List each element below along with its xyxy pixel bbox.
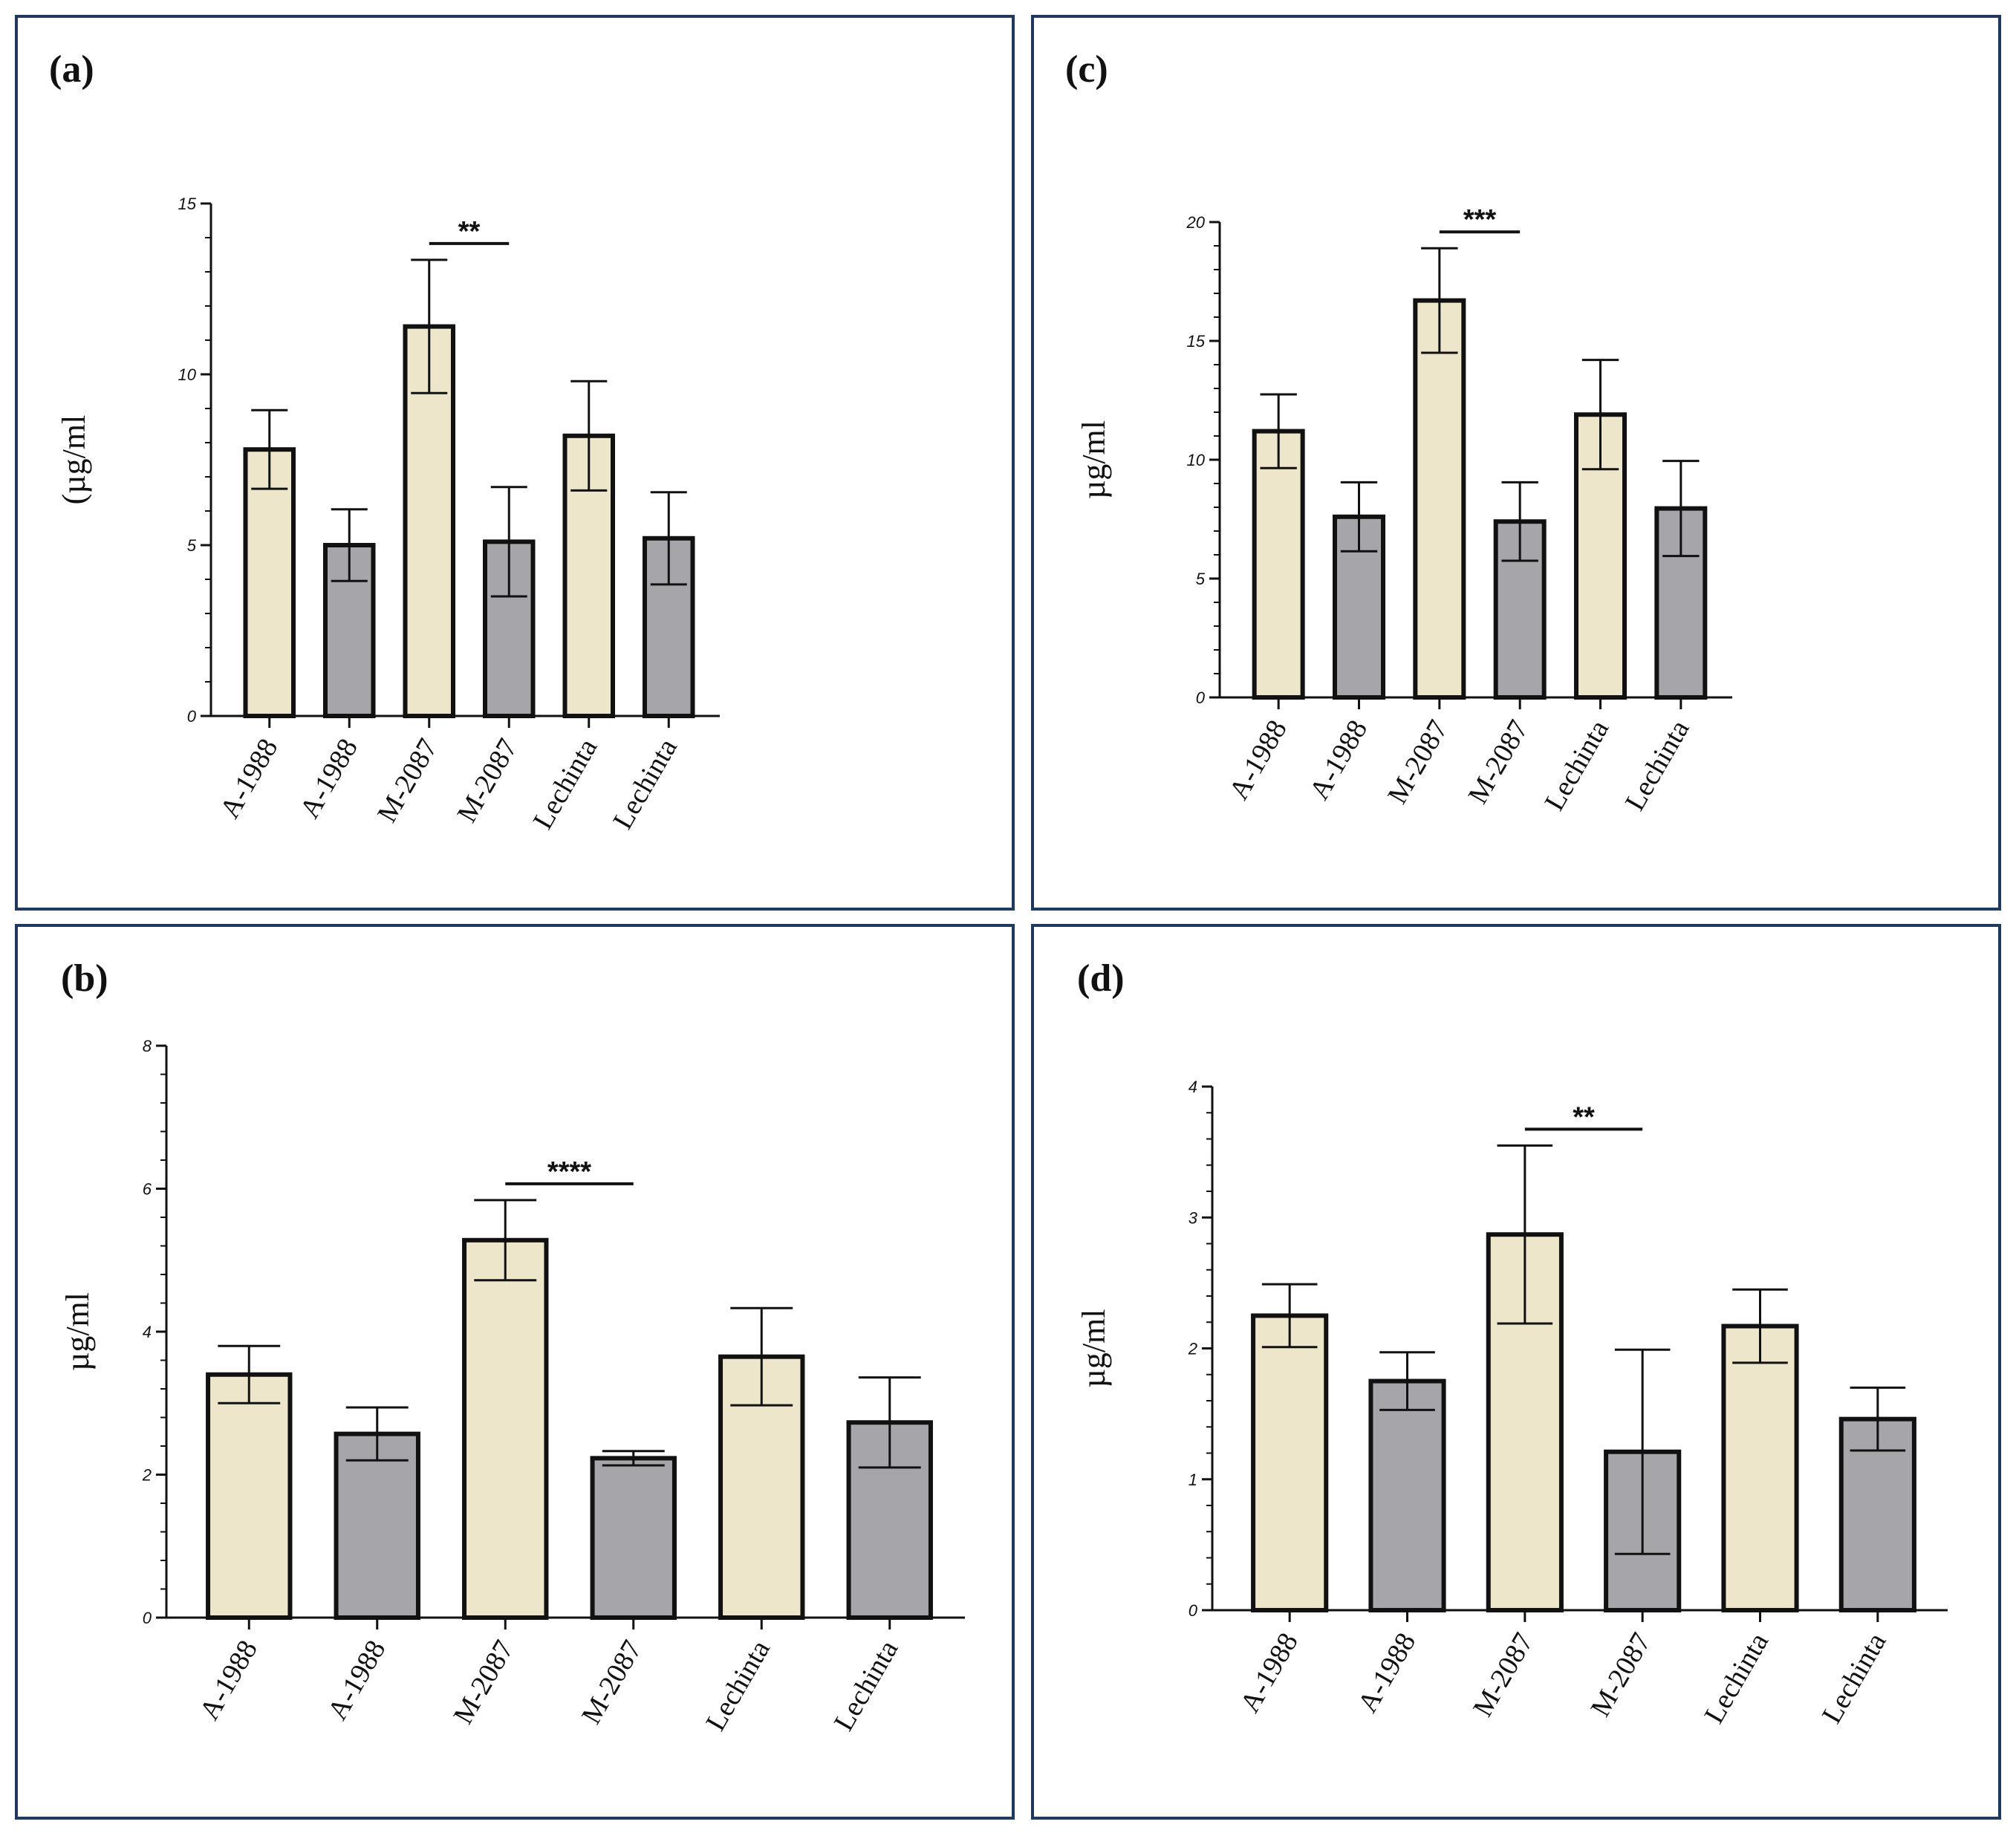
chart-b-svg: 0 2 4 6 8 µg/ml A-1988 A-1988 M-2087 M-2087 Lechin…	[59, 1037, 965, 1736]
chart-a-ytick-label: 5	[187, 536, 197, 555]
chart-b-category-label: M-2087	[576, 1635, 648, 1730]
chart-a-category-label: A-1988	[294, 734, 364, 824]
chart-b-ytick-label: 4	[143, 1323, 152, 1341]
chart-d-significance-label: **	[1573, 1101, 1595, 1133]
chart-b-category-label: M-2087	[447, 1635, 520, 1730]
chart-b-category-label: A-1988	[194, 1635, 264, 1726]
chart-b-category-label: Lechinta	[828, 1635, 905, 1736]
panel-label-d: (d)	[1077, 957, 1125, 1000]
chart-d-category-label: M-2087	[1584, 1628, 1657, 1722]
chart-d-ytick-label: 4	[1189, 1078, 1197, 1096]
chart-c-category-label: Lechinta	[1619, 714, 1696, 815]
chart-c-ytick-label: 5	[1196, 570, 1206, 588]
chart-d-category-label: M-2087	[1467, 1628, 1540, 1722]
chart-c-ytick-label: 10	[1187, 451, 1206, 469]
chart-d-bar	[1368, 1378, 1446, 1612]
chart-a-ytick-label: 10	[178, 365, 197, 384]
chart-panel-a: (a) 0 5 10 15 (µg/ml A-1988 A-1988 M-2087 M-2087…	[15, 15, 1015, 911]
chart-d-category-label: Lechinta	[1816, 1627, 1893, 1728]
chart-panel-b: (b) 0 2 4 6 8 µg/ml A-1988 A-1988 M-2087 M-2087 Le…	[15, 924, 1015, 1820]
chart-a-category-label: Lechinta	[607, 733, 683, 834]
chart-d-ytick-label: 2	[1188, 1340, 1197, 1358]
chart-a-ytick-label: 0	[187, 707, 197, 726]
chart-c-category-label: M-2087	[1462, 715, 1535, 810]
chart-c-bar	[1252, 429, 1305, 700]
chart-d-category-label: Lechinta	[1698, 1627, 1775, 1728]
chart-panel-c: (c) 0 5 10 15 20 µg/ml A-1988 A-1988 M-2087 M-208…	[1031, 15, 2001, 911]
chart-b-ytick-label: 8	[143, 1037, 152, 1055]
chart-c-category-label: A-1988	[1223, 715, 1293, 806]
chart-a-category-label: M-2087	[451, 734, 524, 828]
chart-b-ytick-label: 0	[143, 1609, 152, 1627]
chart-c-ytick-label: 20	[1186, 213, 1206, 232]
chart-d-svg: 0 1 2 3 4 µg/ml A-1988 A-1988 M-2087 M-2087 Lechin…	[1076, 1078, 1948, 1729]
chart-a-category-label: A-1988	[214, 734, 284, 824]
chart-b-significance-label: ****	[547, 1156, 591, 1188]
chart-d-category-label: A-1988	[1352, 1628, 1422, 1719]
panel-label-b: (b)	[61, 957, 108, 1000]
chart-a-significance-label: **	[458, 216, 481, 247]
chart-d-bar	[1251, 1313, 1329, 1612]
chart-c-ylabel: µg/ml	[1076, 420, 1112, 499]
chart-c-category-label: A-1988	[1304, 715, 1373, 806]
chart-a-category-label: M-2087	[371, 734, 444, 828]
chart-c-ytick-label: 15	[1187, 332, 1206, 351]
chart-b-ylabel: µg/ml	[59, 1292, 96, 1371]
chart-b-bar	[590, 1456, 677, 1620]
chart-d-ytick-label: 0	[1189, 1601, 1198, 1620]
chart-d-ylabel: µg/ml	[1076, 1309, 1112, 1387]
chart-b-bar	[462, 1237, 549, 1620]
chart-c-category-label: M-2087	[1382, 715, 1454, 810]
chart-b-bar	[206, 1372, 293, 1620]
chart-c-ytick-label: 0	[1196, 688, 1206, 707]
chart-a-ytick-label: 15	[178, 195, 197, 213]
chart-b-ytick-label: 6	[143, 1180, 152, 1199]
panel-label-a: (a)	[49, 48, 94, 91]
chart-a-ylabel: (µg/ml	[56, 415, 92, 505]
chart-c-category-label: Lechinta	[1538, 714, 1615, 815]
chart-c-significance-label: ***	[1463, 204, 1497, 235]
chart-b-category-label: Lechinta	[700, 1635, 776, 1736]
chart-b-ytick-label: 2	[142, 1466, 152, 1485]
chart-c-bar	[1413, 298, 1466, 700]
chart-panel-d: (d) 0 1 2 3 4 µg/ml A-1988 A-1988 M-2087 M-2087 Le…	[1031, 924, 2001, 1820]
chart-d-ytick-label: 1	[1189, 1471, 1197, 1489]
chart-a-category-label: Lechinta	[527, 733, 604, 834]
panel-label-c: (c)	[1065, 48, 1108, 91]
chart-d-ytick-label: 3	[1189, 1208, 1198, 1227]
chart-d-bar	[1721, 1324, 1799, 1612]
chart-b-category-label: A-1988	[322, 1635, 391, 1726]
chart-d-category-label: A-1988	[1235, 1628, 1304, 1719]
